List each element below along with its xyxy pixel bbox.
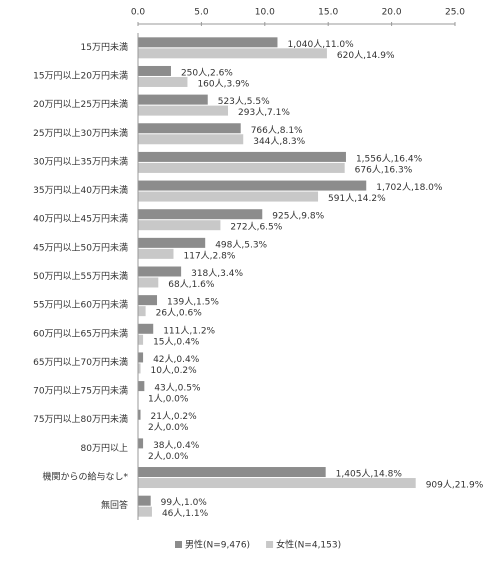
x-tick-label: 25.0 bbox=[445, 8, 465, 18]
category-label: 35万円以上40万円未満 bbox=[33, 184, 128, 196]
bar bbox=[138, 162, 345, 173]
value-label: 1,556人,16.4% bbox=[356, 153, 423, 164]
bar bbox=[138, 381, 145, 392]
category-label: 60万円以上65万円未満 bbox=[33, 327, 128, 339]
category-label: 20万円以上25万円未満 bbox=[33, 98, 128, 110]
value-label: 498人,5.3% bbox=[215, 239, 267, 250]
value-label: 10人,0.2% bbox=[151, 365, 198, 376]
bar bbox=[138, 94, 208, 105]
category-label: 55万円以上60万円未満 bbox=[33, 299, 128, 311]
bar bbox=[138, 48, 327, 59]
category-label: 45万円以上50万円未満 bbox=[33, 241, 128, 253]
value-label: 42人,0.4% bbox=[153, 354, 200, 365]
bar bbox=[138, 237, 206, 248]
value-label: 318人,3.4% bbox=[191, 268, 243, 279]
value-label: 591人,14.2% bbox=[328, 193, 386, 204]
bar bbox=[138, 363, 141, 374]
bar bbox=[138, 105, 229, 116]
value-label: 523人,5.5% bbox=[218, 96, 270, 107]
value-label: 160人,3.9% bbox=[197, 78, 249, 89]
value-label: 909人,21.9% bbox=[426, 480, 484, 491]
bar bbox=[138, 467, 326, 478]
bar bbox=[138, 209, 263, 220]
bar bbox=[138, 306, 146, 317]
bar bbox=[138, 277, 159, 288]
bar bbox=[138, 495, 151, 506]
value-label: 15人,0.4% bbox=[153, 336, 200, 347]
value-label: 766人,8.1% bbox=[251, 125, 303, 136]
bar bbox=[138, 506, 152, 517]
category-label: 70万円以上75万円未満 bbox=[33, 385, 128, 397]
value-label: 26人,0.6% bbox=[156, 308, 203, 319]
category-label: 機関からの給与なし* bbox=[42, 471, 128, 483]
value-label: 117人,2.8% bbox=[184, 250, 236, 261]
value-label: 46人,1.1% bbox=[162, 508, 209, 519]
value-label: 1人,0.0% bbox=[148, 394, 189, 405]
bar bbox=[138, 323, 154, 334]
bar bbox=[138, 37, 278, 48]
category-label: 15万円以上20万円未満 bbox=[33, 69, 128, 81]
value-label: 2人,0.0% bbox=[148, 422, 189, 433]
legend-swatch bbox=[175, 541, 182, 548]
x-tick-label: 20.0 bbox=[382, 8, 402, 18]
x-tick-label: 15.0 bbox=[318, 8, 338, 18]
category-label: 15万円未満 bbox=[81, 41, 128, 53]
value-label: 111人,1.2% bbox=[163, 325, 215, 336]
bar bbox=[138, 409, 141, 420]
value-label: 1,405人,14.8% bbox=[336, 469, 403, 480]
value-label: 21人,0.2% bbox=[151, 411, 198, 422]
value-label: 139人,1.5% bbox=[167, 297, 219, 308]
value-label: 676人,16.3% bbox=[355, 164, 413, 175]
value-label: 1,040人,11.0% bbox=[287, 39, 354, 50]
x-tick-label: 5.0 bbox=[194, 8, 209, 18]
bar bbox=[138, 65, 171, 76]
value-label: 272人,6.5% bbox=[230, 222, 282, 233]
bar bbox=[138, 478, 416, 489]
category-label: 30万円以上35万円未満 bbox=[33, 155, 128, 167]
value-label: 250人,2.6% bbox=[181, 67, 233, 78]
category-label: 25万円以上30万円未満 bbox=[33, 127, 128, 139]
bar bbox=[138, 266, 182, 277]
category-label: 80万円以上 bbox=[81, 443, 128, 454]
bar bbox=[138, 180, 367, 191]
legend-label: 男性(N=9,476) bbox=[185, 539, 250, 551]
value-label: 68人,1.6% bbox=[168, 279, 215, 290]
category-label: 65万円以上70万円未満 bbox=[33, 356, 128, 368]
legend-label: 女性(N=4,153) bbox=[276, 539, 341, 551]
value-label: 344人,8.3% bbox=[253, 136, 305, 147]
value-label: 38人,0.4% bbox=[153, 440, 200, 451]
bar bbox=[138, 220, 221, 231]
value-label: 1,702人,18.0% bbox=[376, 182, 443, 193]
category-label: 50万円以上55万円未満 bbox=[33, 270, 128, 282]
bar bbox=[138, 248, 174, 259]
category-label: 無回答 bbox=[101, 499, 128, 511]
legend-swatch bbox=[266, 541, 274, 548]
bar bbox=[138, 334, 144, 345]
bar bbox=[138, 134, 244, 145]
bar bbox=[138, 123, 241, 134]
bar bbox=[138, 352, 144, 363]
bar bbox=[138, 191, 319, 202]
value-label: 620人,14.9% bbox=[337, 50, 395, 61]
bar bbox=[138, 76, 188, 87]
value-label: 2人,0.0% bbox=[148, 451, 189, 462]
value-label: 43人,0.5% bbox=[154, 383, 201, 394]
x-tick-label: 0.0 bbox=[131, 8, 146, 18]
value-label: 99人,1.0% bbox=[161, 497, 208, 508]
category-label: 40万円以上45万円未満 bbox=[33, 213, 128, 225]
bar bbox=[138, 151, 346, 162]
x-tick-label: 10.0 bbox=[255, 8, 275, 18]
value-label: 293人,7.1% bbox=[238, 107, 290, 118]
value-label: 925人,9.8% bbox=[272, 211, 324, 222]
category-label: 75万円以上80万円未満 bbox=[33, 413, 128, 425]
bar bbox=[138, 438, 144, 449]
bar bbox=[138, 295, 158, 306]
